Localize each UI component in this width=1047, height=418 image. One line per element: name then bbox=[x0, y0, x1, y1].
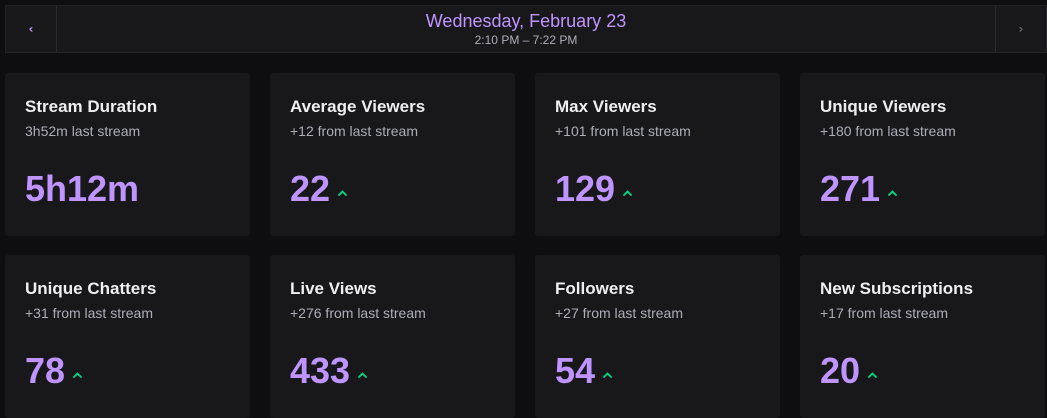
stat-title: New Subscriptions bbox=[820, 279, 974, 298]
stat-value-row: 5h12m bbox=[25, 167, 139, 211]
stat-value: 433 bbox=[290, 350, 351, 391]
stat-value-row: 22 bbox=[290, 167, 347, 211]
trend-up-icon bbox=[623, 190, 632, 196]
stat-comparison: +17 from last stream bbox=[820, 305, 948, 321]
stat-title: Unique Viewers bbox=[820, 97, 947, 116]
date-selector: ‹ Wednesday, February 23 2:10 PM – 7:22 … bbox=[5, 5, 1047, 53]
stat-comparison: +12 from last stream bbox=[290, 123, 418, 139]
date-display: Wednesday, February 23 2:10 PM – 7:22 PM bbox=[56, 6, 996, 52]
stat-value: 78 bbox=[25, 350, 66, 391]
stat-value-row: 129 bbox=[555, 167, 632, 211]
chevron-right-icon: › bbox=[1018, 22, 1024, 36]
stat-comparison: +27 from last stream bbox=[555, 305, 683, 321]
stat-value: 5h12m bbox=[25, 168, 140, 209]
stat-card-new-subscriptions: New Subscriptions +17 from last stream 2… bbox=[800, 255, 1045, 418]
stat-value: 22 bbox=[290, 168, 331, 209]
stat-comparison: 3h52m last stream bbox=[25, 123, 141, 139]
trend-up-icon bbox=[358, 372, 367, 378]
stat-card-followers: Followers +27 from last stream 54 bbox=[535, 255, 780, 418]
stat-value-row: 78 bbox=[25, 349, 82, 393]
stat-title: Live Views bbox=[290, 279, 377, 298]
stat-card-max-viewers: Max Viewers +101 from last stream 129 bbox=[535, 73, 780, 236]
stat-title: Followers bbox=[555, 279, 635, 298]
trend-up-icon bbox=[338, 190, 347, 196]
stat-value: 271 bbox=[820, 168, 881, 209]
trend-up-icon bbox=[888, 190, 897, 196]
stat-title: Unique Chatters bbox=[25, 279, 157, 298]
next-stream-button[interactable]: › bbox=[995, 6, 1046, 52]
stat-title: Max Viewers bbox=[555, 97, 657, 116]
stream-time-range: 2:10 PM – 7:22 PM bbox=[474, 33, 578, 47]
stat-comparison: +180 from last stream bbox=[820, 123, 956, 139]
stat-comparison: +101 from last stream bbox=[555, 123, 691, 139]
chevron-left-icon: ‹ bbox=[28, 22, 34, 36]
stat-value-row: 20 bbox=[820, 349, 877, 393]
trend-up-icon bbox=[73, 372, 82, 378]
stream-date: Wednesday, February 23 bbox=[425, 11, 627, 31]
stat-value-row: 271 bbox=[820, 167, 897, 211]
stat-card-live-views: Live Views +276 from last stream 433 bbox=[270, 255, 515, 418]
previous-stream-button[interactable]: ‹ bbox=[6, 6, 57, 52]
stat-value: 129 bbox=[555, 168, 616, 209]
stat-card-unique-chatters: Unique Chatters +31 from last stream 78 bbox=[5, 255, 250, 418]
stat-value-row: 433 bbox=[290, 349, 367, 393]
stat-comparison: +276 from last stream bbox=[290, 305, 426, 321]
stat-title: Average Viewers bbox=[290, 97, 426, 116]
trend-up-icon bbox=[603, 372, 612, 378]
stat-card-stream-duration: Stream Duration 3h52m last stream 5h12m bbox=[5, 73, 250, 236]
stat-value: 54 bbox=[555, 350, 596, 391]
trend-up-icon bbox=[868, 372, 877, 378]
stat-card-unique-viewers: Unique Viewers +180 from last stream 271 bbox=[800, 73, 1045, 236]
stat-title: Stream Duration bbox=[25, 97, 158, 116]
stat-card-average-viewers: Average Viewers +12 from last stream 22 bbox=[270, 73, 515, 236]
stat-value-row: 54 bbox=[555, 349, 612, 393]
stat-comparison: +31 from last stream bbox=[25, 305, 153, 321]
stat-value: 20 bbox=[820, 350, 861, 391]
